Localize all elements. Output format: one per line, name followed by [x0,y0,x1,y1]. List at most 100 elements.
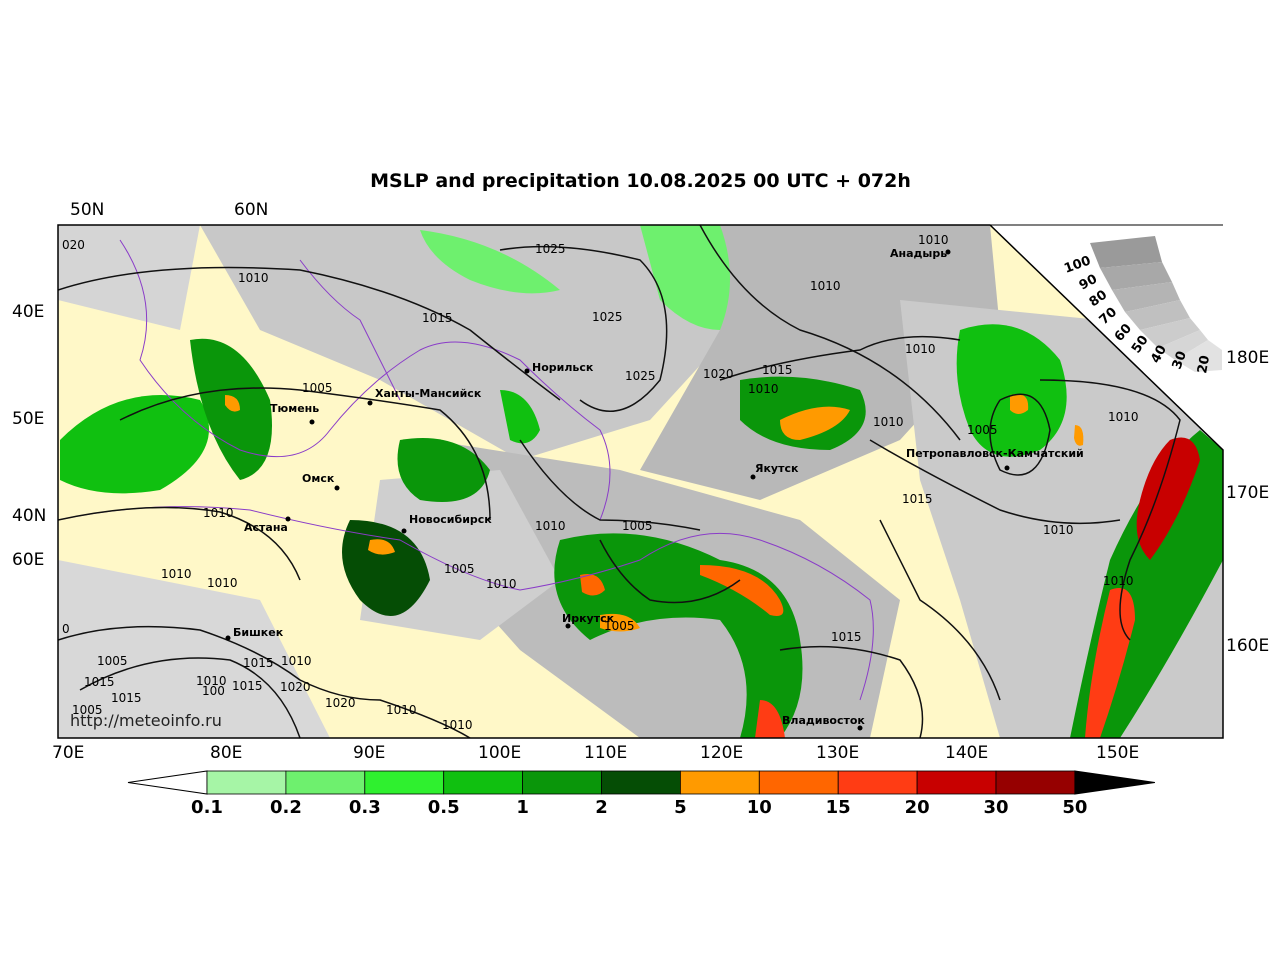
isobar-label: 1010 [1103,574,1134,588]
colorbar-tick-label: 5 [674,797,687,818]
isobar-label: 1005 [967,423,998,437]
city-marker [401,528,407,534]
city-marker [334,485,340,491]
isobar-label: 1010 [161,567,192,581]
isobar-label: 1010 [203,506,234,520]
isobar-label: 1025 [535,242,566,256]
isobar-label: 1025 [625,369,656,383]
isobar-label: 1020 [703,367,734,381]
city-label: Анадырь [890,247,947,260]
colorbar-segment [837,770,918,795]
lat-label: 60N [234,200,268,220]
isobar-line [58,625,471,738]
colorbar-tick-label: 0.3 [349,797,381,818]
city-marker [565,623,571,629]
precip-colorbar: 0.1 0.2 0.3 0.5 1 2 5 10 15 20 30 50 [127,770,1155,818]
city-label: Бишкек [233,626,284,639]
lat-label: 50N [70,200,104,220]
precip-heavy [1074,425,1084,446]
colorbar-tick-label: 0.5 [428,797,460,818]
isobar-labels: 1010 1025 020 1010 1015 1025 1010 1025 1… [62,233,1139,732]
isobar-label: 100 [202,684,225,698]
isobar-line [79,657,301,738]
cloud-scale-band [1175,340,1222,372]
isobar-label: 1010 [535,519,566,533]
colorbar-segment [443,770,524,795]
city-marker [945,249,951,255]
city-marker [750,474,756,480]
isobar-line [989,393,1051,476]
lon-label: 150E [1096,743,1139,763]
lon-label: 70E [52,743,84,763]
city-label: Петропавловск-Камчатский [906,447,1084,460]
lat-label: 40N [12,506,46,526]
isobar-label: 1010 [905,342,936,356]
border-line [58,506,874,701]
isobar-label: 1010 [748,382,779,396]
lon-label: 130E [816,743,859,763]
colorbar-segment [916,770,997,795]
isobar-label: 1005 [622,519,653,533]
lon-label: 160E [1226,636,1269,656]
isobar-label: 1015 [243,656,274,670]
country-borders [58,239,874,701]
lon-label: 180E [1226,348,1269,368]
cities: Анадырь Норильск Ханты-Мансийск Тюмень О… [225,247,1084,731]
isobar-label: 1015 [762,363,793,377]
city-marker [367,400,373,406]
axis-labels: 50N 60N 40E 50E 40N 60E 70E 80E 90E 100E… [12,200,1269,763]
precip-heavy [755,700,785,738]
cloud-scale-band [1112,282,1180,312]
isobar-label: 1010 [281,654,312,668]
cloud-scale-band [1125,300,1190,330]
isobars [58,225,1181,738]
colorbar-segment [995,770,1076,795]
isobar-line [58,266,561,401]
colorbar-segment [522,770,602,795]
lon-label: 120E [700,743,743,763]
colorbar-segment [758,770,839,795]
city-marker [285,516,291,522]
precip-area [420,230,560,294]
cloud-area [58,560,330,738]
border-line [119,239,611,521]
precip-area [60,395,209,494]
colorbar-under-arrow [127,770,208,795]
colorbar-segment [206,770,287,795]
lon-label: 60E [12,550,44,570]
city-label: Тюмень [270,402,319,415]
cloud-scale-tick: 70 [1097,305,1120,328]
isobar-label: 1015 [232,679,263,693]
isobar-label: 1010 [486,577,517,591]
cloud-scale-tick: 20 [1195,354,1213,374]
isobar-label: 1005 [302,381,333,395]
city-label: Якутск [755,462,799,475]
precip-area [500,390,540,444]
isobar-label: 1010 [207,576,238,590]
colorbar-tick-label: 15 [826,797,851,818]
isobar-line [779,645,924,738]
colorbar-segment [285,770,366,795]
isobar-label: 1025 [592,310,623,324]
precip-area [397,438,490,502]
city-marker [857,725,863,731]
colorbar-segment [601,770,681,795]
lon-label: 40E [12,302,44,322]
colorbar-tick-label: 50 [1062,797,1087,818]
precip-heavy [368,539,395,555]
isobar-line [879,519,1001,701]
isobar-line [1039,379,1181,641]
isobar-label: 1010 [810,279,841,293]
isobar-label: 1005 [604,619,635,633]
city-label: Новосибирск [409,513,492,526]
map-title: MSLP and precipitation 10.08.2025 00 UTC… [370,170,911,192]
precip-heavy [600,613,640,632]
colorbar-tick-label: 30 [983,797,1008,818]
isobar-label: 1005 [72,703,103,717]
lon-label: 110E [584,743,627,763]
colorbar-tick-label: 0.2 [270,797,302,818]
city-marker [524,368,530,374]
isobar-label: 1015 [84,675,115,689]
precip-heavy [780,406,850,440]
